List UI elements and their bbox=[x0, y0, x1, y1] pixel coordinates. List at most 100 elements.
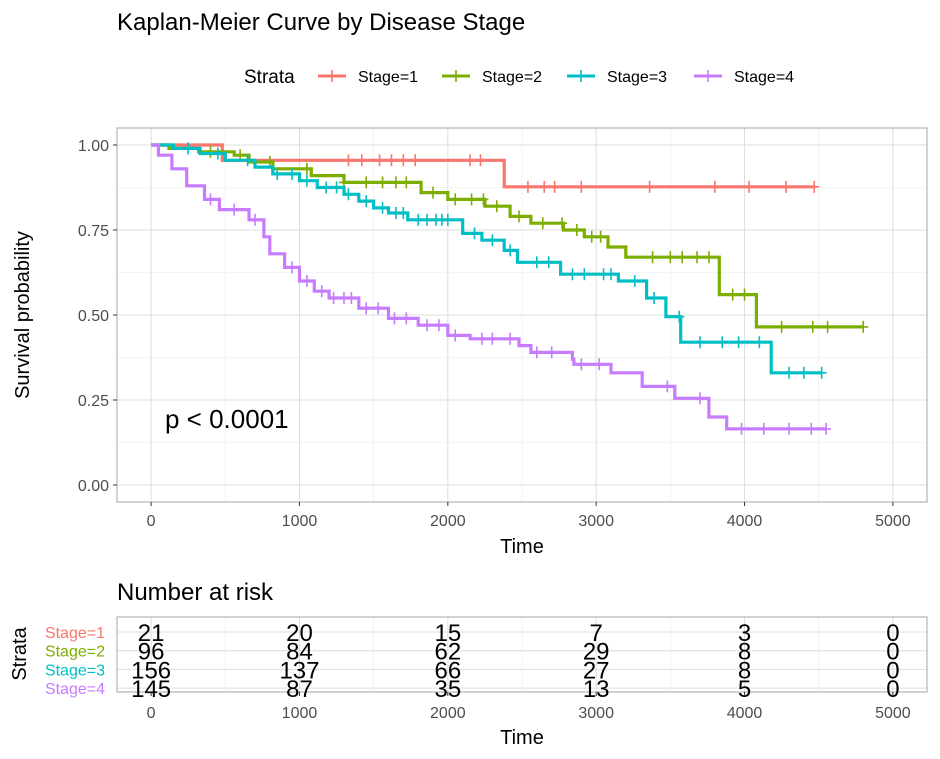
p-value-annotation: p < 0.0001 bbox=[165, 404, 289, 434]
risk-row-label-stage-4: Stage=4 bbox=[45, 681, 105, 698]
risk-x-axis-label: Time bbox=[500, 727, 544, 749]
risk-value-stage-4: 0 bbox=[886, 676, 899, 703]
censor-mark-stage-3 bbox=[567, 268, 578, 281]
censor-mark-stage-3 bbox=[242, 154, 253, 167]
risk-value-stage-4: 145 bbox=[131, 676, 171, 703]
risk-row-label-stage-3: Stage=3 bbox=[45, 662, 105, 679]
censor-mark-stage-4 bbox=[205, 193, 216, 206]
risk-value-stage-4: 5 bbox=[738, 676, 751, 703]
censor-mark-stage-3 bbox=[816, 366, 827, 379]
censor-mark-stage-3 bbox=[442, 213, 453, 226]
censor-mark-stage-2 bbox=[595, 230, 606, 243]
censor-mark-stage-4 bbox=[594, 358, 605, 371]
risk-row-label-stage-2: Stage=2 bbox=[45, 644, 105, 661]
censor-mark-stage-2 bbox=[427, 186, 438, 199]
censor-mark-stage-2 bbox=[361, 176, 372, 189]
censor-mark-stage-1 bbox=[743, 180, 754, 193]
legend-label-stage-2: Stage=2 bbox=[482, 69, 542, 86]
censor-mark-stage-1 bbox=[522, 180, 533, 193]
risk-value-stage-3: 8 bbox=[738, 657, 751, 684]
censor-mark-stage-3 bbox=[695, 336, 706, 349]
censor-mark-stage-4 bbox=[328, 292, 339, 304]
risk-value-stage-4: 13 bbox=[583, 676, 610, 703]
risk-value-stage-2: 62 bbox=[434, 639, 461, 666]
censor-mark-stage-3 bbox=[398, 207, 409, 219]
risk-value-stage-1: 0 bbox=[886, 620, 899, 647]
risk-y-axis-label: Strata bbox=[9, 626, 31, 680]
censor-mark-stage-1 bbox=[809, 180, 820, 193]
risk-value-stage-3: 137 bbox=[279, 657, 319, 684]
censor-mark-stage-1 bbox=[410, 154, 421, 167]
y-tick-label: 0.75 bbox=[78, 223, 109, 240]
censor-mark-stage-3 bbox=[531, 256, 542, 269]
censor-mark-stage-3 bbox=[674, 310, 685, 323]
censor-mark-stage-4 bbox=[401, 312, 412, 325]
censor-mark-stage-3 bbox=[212, 147, 223, 160]
censor-mark-stage-4 bbox=[389, 312, 400, 325]
censor-mark-stage-3 bbox=[301, 174, 312, 187]
x-tick-label: 2000 bbox=[430, 513, 466, 530]
censor-mark-stage-1 bbox=[709, 180, 720, 193]
censor-mark-stage-2 bbox=[739, 288, 750, 301]
risk-value-stage-1: 20 bbox=[286, 620, 313, 647]
censor-mark-stage-4 bbox=[433, 319, 444, 332]
censor-mark-stage-4 bbox=[316, 285, 327, 298]
y-tick-label: 1.00 bbox=[78, 138, 109, 155]
risk-value-stage-2: 8 bbox=[738, 639, 751, 666]
censor-mark-stage-3 bbox=[717, 336, 728, 349]
censor-mark-stage-4 bbox=[505, 332, 516, 345]
censor-mark-stage-2 bbox=[822, 320, 833, 333]
y-tick-label: 0.25 bbox=[78, 393, 109, 410]
censor-mark-stage-2 bbox=[571, 224, 582, 236]
censor-mark-stage-3 bbox=[343, 188, 354, 201]
legend-label-stage-3: Stage=3 bbox=[607, 69, 667, 86]
risk-value-stage-3: 0 bbox=[886, 657, 899, 684]
risk-value-stage-1: 7 bbox=[589, 620, 602, 647]
risk-value-stage-4: 35 bbox=[434, 676, 461, 703]
censor-mark-stage-2 bbox=[586, 230, 597, 243]
censor-mark-stage-1 bbox=[465, 154, 476, 167]
censor-mark-stage-1 bbox=[644, 180, 655, 193]
censor-mark-stage-2 bbox=[807, 320, 818, 333]
censor-mark-stage-2 bbox=[401, 176, 412, 189]
censor-mark-stage-2 bbox=[301, 162, 312, 175]
x-axis-label: Time bbox=[500, 536, 544, 558]
censor-mark-stage-2 bbox=[677, 251, 688, 264]
censor-mark-stage-2 bbox=[703, 251, 714, 264]
risk-value-stage-2: 29 bbox=[583, 639, 610, 666]
y-tick-label: 0.50 bbox=[78, 308, 109, 325]
censor-mark-stage-4 bbox=[758, 422, 769, 435]
risk-value-stage-1: 3 bbox=[738, 620, 751, 647]
censor-mark-stage-3 bbox=[784, 366, 795, 379]
plot-grid bbox=[117, 128, 927, 502]
risk-value-stage-3: 156 bbox=[131, 657, 171, 684]
chart-title: Kaplan-Meier Curve by Disease Stage bbox=[117, 9, 525, 36]
censor-mark-stage-3 bbox=[331, 181, 342, 194]
censor-mark-stage-4 bbox=[487, 332, 498, 345]
censor-mark-stage-1 bbox=[781, 180, 792, 193]
legend-label-stage-1: Stage=1 bbox=[358, 69, 418, 86]
censor-mark-stage-3 bbox=[505, 244, 516, 257]
survival-curves bbox=[151, 142, 869, 435]
x-tick-label: 4000 bbox=[727, 513, 763, 530]
censor-mark-stage-4 bbox=[784, 422, 795, 435]
censor-mark-stage-4 bbox=[450, 329, 461, 342]
risk-x-tick-label: 0 bbox=[147, 705, 156, 722]
plot-ticks: 0 1000 2000 3000 4000 5000 0.00 0.25 0.50 0.75 1.0… bbox=[78, 138, 911, 530]
censor-mark-stage-3 bbox=[798, 366, 809, 379]
risk-row-label-stage-1: Stage=1 bbox=[45, 625, 105, 642]
censor-mark-stage-3 bbox=[413, 213, 424, 226]
legend-title: Strata bbox=[244, 67, 295, 88]
censor-mark-stage-4 bbox=[736, 422, 747, 435]
censor-mark-stage-3 bbox=[422, 213, 433, 226]
censor-mark-stage-2 bbox=[727, 288, 738, 301]
censor-mark-stage-3 bbox=[606, 268, 617, 281]
censor-mark-stage-1 bbox=[549, 180, 560, 193]
risk-table-panel: Number at risk Stage=1 21 20 15 7 3 0 Stage=2 96… bbox=[9, 579, 928, 749]
censor-mark-stage-3 bbox=[377, 201, 388, 214]
legend-label-stage-4: Stage=4 bbox=[734, 69, 794, 86]
censor-mark-stage-2 bbox=[450, 193, 461, 206]
censor-mark-stage-3 bbox=[321, 181, 332, 194]
